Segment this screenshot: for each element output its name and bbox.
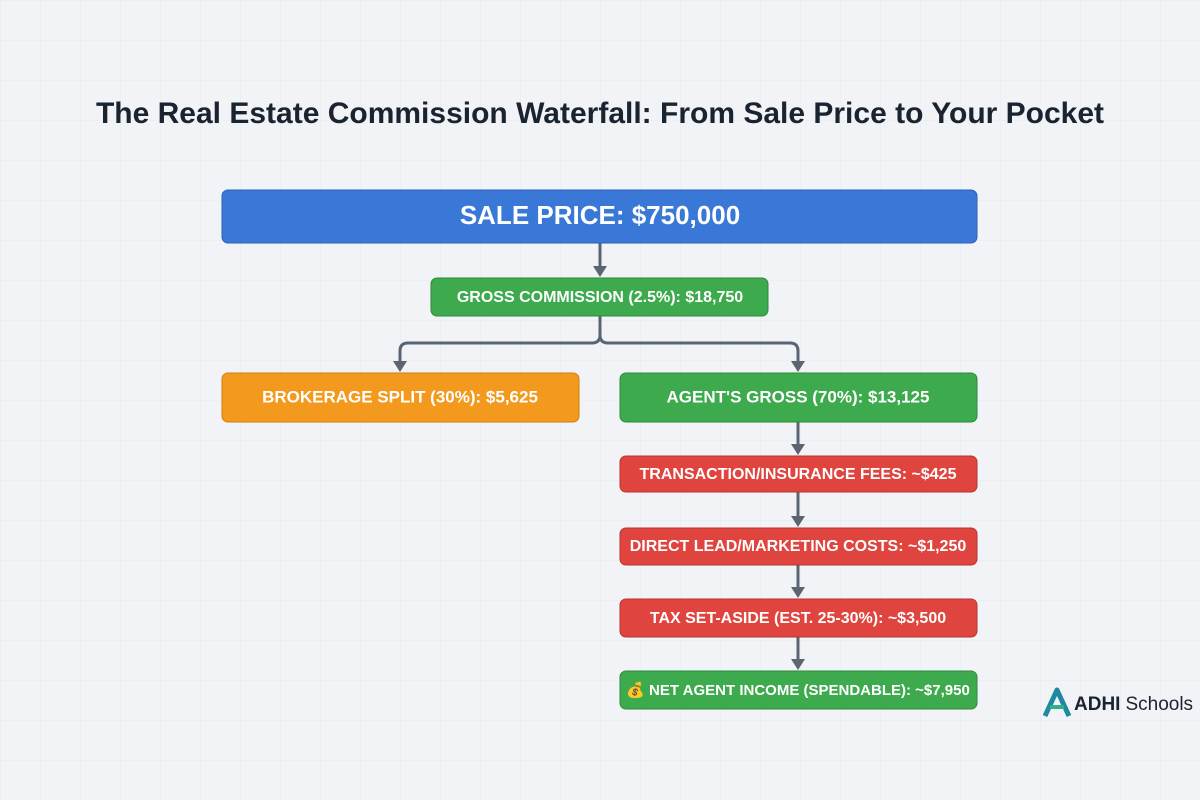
node-label: DIRECT LEAD/MARKETING COSTS: ~$1,250 [630, 538, 967, 555]
node: TAX SET-ASIDE (EST. 25-30%): ~$3,500 [619, 598, 978, 638]
node-label: AGENT'S GROSS (70%): $13,125 [667, 387, 930, 406]
node: DIRECT LEAD/MARKETING COSTS: ~$1,250 [619, 527, 978, 566]
logo-text: ADHI Schools [1074, 694, 1193, 715]
node: GROSS COMMISSION (2.5%): $18,750 [430, 277, 769, 317]
node: AGENT'S GROSS (70%): $13,125 [619, 372, 978, 423]
node-label: TAX SET-ASIDE (EST. 25-30%): ~$3,500 [650, 610, 946, 627]
title: The Real Estate Commission Waterfall: Fr… [96, 97, 1104, 130]
connectors [393, 243, 805, 670]
node-label: 💰 NET AGENT INCOME (SPENDABLE): ~$7,950 [626, 681, 970, 699]
node-label: TRANSACTION/INSURANCE FEES: ~$425 [640, 466, 957, 483]
logo-suffix: Schools [1125, 694, 1193, 715]
node-label: GROSS COMMISSION (2.5%): $18,750 [457, 289, 743, 306]
node: BROKERAGE SPLIT (30%): $5,625 [221, 372, 580, 423]
node: 💰 NET AGENT INCOME (SPENDABLE): ~$7,950 [619, 670, 978, 710]
node: TRANSACTION/INSURANCE FEES: ~$425 [619, 455, 978, 493]
node-label: BROKERAGE SPLIT (30%): $5,625 [262, 387, 538, 406]
logo-icon [1042, 687, 1072, 718]
node: SALE PRICE: $750,000 [221, 189, 978, 244]
node-label: SALE PRICE: $750,000 [460, 200, 740, 230]
logo: ADHI Schools [1042, 687, 1193, 718]
logo-brand: ADHI [1074, 694, 1120, 715]
